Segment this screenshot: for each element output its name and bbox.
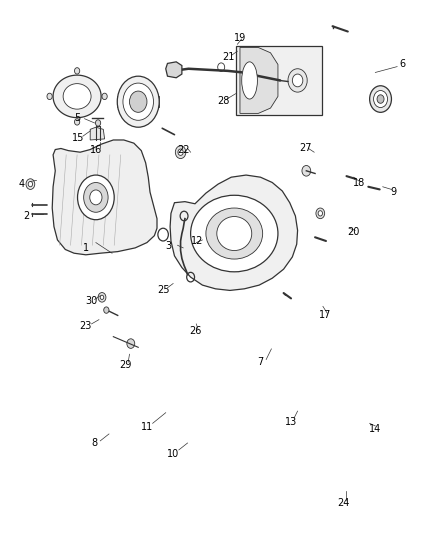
Circle shape: [175, 146, 186, 159]
Ellipse shape: [242, 62, 258, 99]
Text: 21: 21: [223, 52, 235, 61]
Text: 12: 12: [191, 236, 203, 246]
FancyBboxPatch shape: [237, 46, 321, 115]
Circle shape: [74, 68, 80, 74]
FancyBboxPatch shape: [154, 96, 159, 107]
Text: 6: 6: [399, 60, 406, 69]
Circle shape: [47, 93, 52, 100]
Circle shape: [104, 307, 109, 313]
Text: 10: 10: [167, 449, 179, 458]
Polygon shape: [52, 140, 157, 255]
Text: 23: 23: [80, 321, 92, 331]
Text: 17: 17: [318, 310, 331, 320]
Text: 24: 24: [337, 498, 350, 508]
Ellipse shape: [130, 91, 147, 112]
Text: 18: 18: [353, 177, 365, 188]
FancyBboxPatch shape: [117, 96, 123, 107]
Text: 15: 15: [72, 133, 85, 143]
Circle shape: [98, 293, 106, 302]
Polygon shape: [240, 47, 278, 114]
Text: 7: 7: [258, 357, 264, 367]
Circle shape: [74, 119, 80, 125]
Text: 20: 20: [347, 227, 360, 237]
Polygon shape: [166, 62, 182, 78]
Ellipse shape: [191, 195, 278, 272]
Text: 27: 27: [299, 143, 312, 154]
Ellipse shape: [123, 83, 153, 120]
Text: 28: 28: [217, 95, 230, 106]
Text: 11: 11: [141, 422, 153, 432]
Ellipse shape: [217, 216, 252, 251]
Circle shape: [374, 91, 388, 108]
Ellipse shape: [206, 208, 263, 259]
Circle shape: [78, 175, 114, 220]
Circle shape: [316, 208, 325, 219]
Text: 16: 16: [90, 144, 102, 155]
Text: 3: 3: [166, 241, 172, 251]
Text: 1: 1: [83, 243, 89, 253]
Text: 14: 14: [369, 424, 381, 434]
Polygon shape: [170, 175, 297, 290]
Circle shape: [95, 120, 101, 126]
Circle shape: [377, 95, 384, 103]
Text: 9: 9: [391, 187, 397, 197]
Text: 26: 26: [189, 326, 201, 336]
Circle shape: [84, 182, 108, 212]
Circle shape: [100, 295, 104, 300]
Text: 13: 13: [285, 417, 297, 427]
Circle shape: [318, 211, 322, 216]
Circle shape: [90, 190, 102, 205]
Ellipse shape: [292, 74, 303, 87]
Circle shape: [302, 165, 311, 176]
Text: 4: 4: [18, 179, 25, 189]
Circle shape: [178, 149, 183, 156]
Circle shape: [26, 179, 35, 189]
Ellipse shape: [288, 69, 307, 92]
Ellipse shape: [117, 76, 159, 127]
Text: 22: 22: [177, 144, 190, 155]
Text: 5: 5: [74, 112, 80, 123]
Text: 2: 2: [23, 211, 29, 221]
Text: 8: 8: [92, 438, 98, 448]
Polygon shape: [53, 75, 101, 118]
Polygon shape: [90, 127, 105, 140]
Text: 25: 25: [157, 286, 170, 295]
Text: 29: 29: [119, 360, 131, 370]
Text: 19: 19: [234, 33, 246, 43]
Circle shape: [102, 93, 107, 100]
Ellipse shape: [63, 84, 91, 109]
Circle shape: [28, 181, 32, 187]
Text: 30: 30: [85, 296, 98, 306]
Circle shape: [127, 339, 135, 349]
Circle shape: [370, 86, 392, 112]
